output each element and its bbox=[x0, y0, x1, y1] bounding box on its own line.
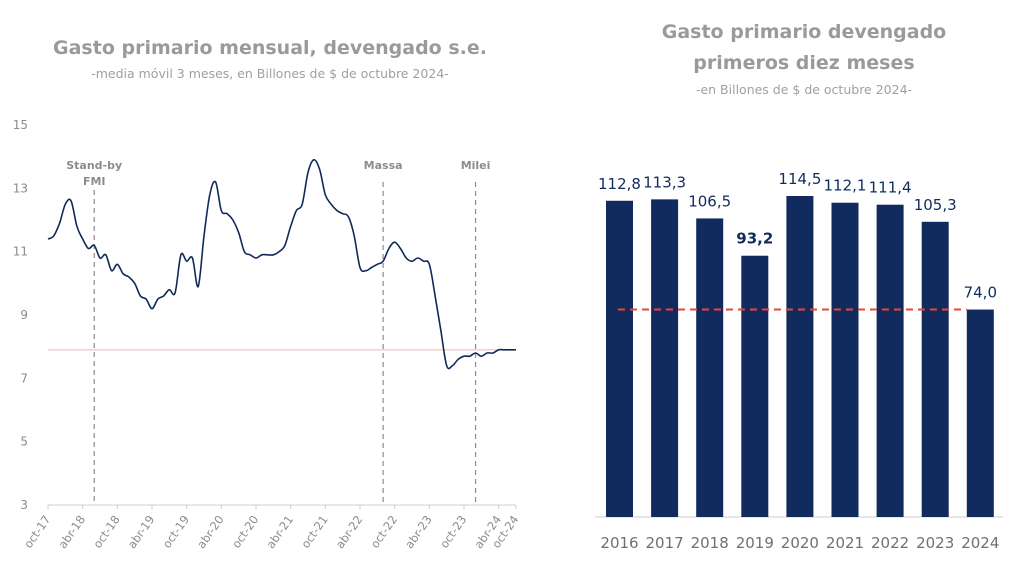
x-tick-label: oct-22 bbox=[368, 513, 400, 551]
year-label: 2017 bbox=[646, 534, 684, 552]
x-tick-label: oct-20 bbox=[229, 513, 261, 551]
x-tick-label: abr-22 bbox=[333, 513, 366, 551]
year-label: 2022 bbox=[871, 534, 909, 552]
bar-chart-title-line1: Gasto primario devengado bbox=[661, 21, 947, 43]
x-tick-label: abr-18 bbox=[55, 513, 88, 551]
event-label: FMI bbox=[83, 175, 106, 188]
y-tick-label: 11 bbox=[13, 245, 28, 259]
x-tick-label: oct-19 bbox=[160, 513, 192, 551]
bar-value-label: 114,5 bbox=[778, 170, 821, 188]
year-label: 2021 bbox=[826, 534, 864, 552]
event-label: Milei bbox=[461, 159, 491, 172]
x-tick-label: abr-21 bbox=[263, 513, 296, 551]
bar-value-label: 74,0 bbox=[964, 284, 997, 302]
x-tick-label: oct-17 bbox=[21, 513, 53, 551]
bar-value-label: 111,4 bbox=[869, 179, 912, 197]
y-tick-label: 15 bbox=[13, 118, 28, 132]
year-label: 2023 bbox=[916, 534, 954, 552]
line-chart-panel: Gasto primario mensual, devengado s.e. -… bbox=[13, 37, 522, 551]
bar bbox=[651, 199, 679, 517]
year-label: 2016 bbox=[600, 534, 638, 552]
series-line bbox=[47, 158, 516, 370]
bar-chart-subtitle: -en Billones de $ de octubre 2024- bbox=[695, 82, 913, 97]
bar bbox=[876, 204, 904, 517]
event-label: Massa bbox=[364, 159, 403, 172]
bar bbox=[696, 218, 724, 517]
bar-chart-panel: Gasto primario devengado primeros diez m… bbox=[585, 0, 1023, 573]
bar-value-label: 112,1 bbox=[824, 177, 867, 195]
x-tick-label: abr-23 bbox=[402, 513, 435, 551]
year-label: 2020 bbox=[781, 534, 819, 552]
bar-value-label: 106,5 bbox=[688, 192, 731, 210]
bar-value-label: 93,2 bbox=[736, 230, 773, 248]
y-tick-label: 13 bbox=[13, 181, 28, 195]
y-tick-label: 3 bbox=[20, 498, 28, 512]
bar bbox=[966, 309, 994, 517]
x-tick-label: oct-18 bbox=[90, 513, 122, 551]
year-label: 2024 bbox=[961, 534, 999, 552]
y-tick-label: 5 bbox=[20, 435, 28, 449]
x-tick-label: oct-21 bbox=[298, 513, 330, 551]
y-tick-label: 7 bbox=[20, 371, 28, 385]
bar bbox=[831, 202, 859, 517]
year-label: 2019 bbox=[736, 534, 774, 552]
line-chart-subtitle: -media móvil 3 meses, en Billones de $ d… bbox=[91, 66, 449, 81]
line-chart: 3 5 7 9 11 13 15 oct-17 abr-18 oct-18 abr-19 oct-19… bbox=[13, 118, 522, 551]
y-tick-label: 9 bbox=[20, 308, 28, 322]
bar bbox=[921, 221, 949, 517]
line-chart-title: Gasto primario mensual, devengado s.e. bbox=[53, 37, 487, 59]
year-label: 2018 bbox=[691, 534, 729, 552]
x-tick-label: abr-20 bbox=[194, 513, 227, 551]
x-tick-label: abr-19 bbox=[125, 513, 158, 551]
bar-value-label: 113,3 bbox=[643, 173, 686, 191]
bar-value-label: 112,8 bbox=[598, 175, 641, 193]
event-label: Stand-by bbox=[66, 159, 122, 172]
bar bbox=[606, 200, 633, 518]
bar bbox=[741, 255, 769, 517]
x-tick-label: oct-23 bbox=[437, 513, 469, 551]
bar bbox=[786, 196, 814, 517]
bar-chart-title-line2: primeros diez meses bbox=[693, 52, 915, 74]
bar-value-label: 105,3 bbox=[914, 196, 957, 214]
bar-chart: 112,8 2016 113,3 2017 106,5 2018 93,2 2019 114,5… bbox=[595, 170, 1003, 552]
